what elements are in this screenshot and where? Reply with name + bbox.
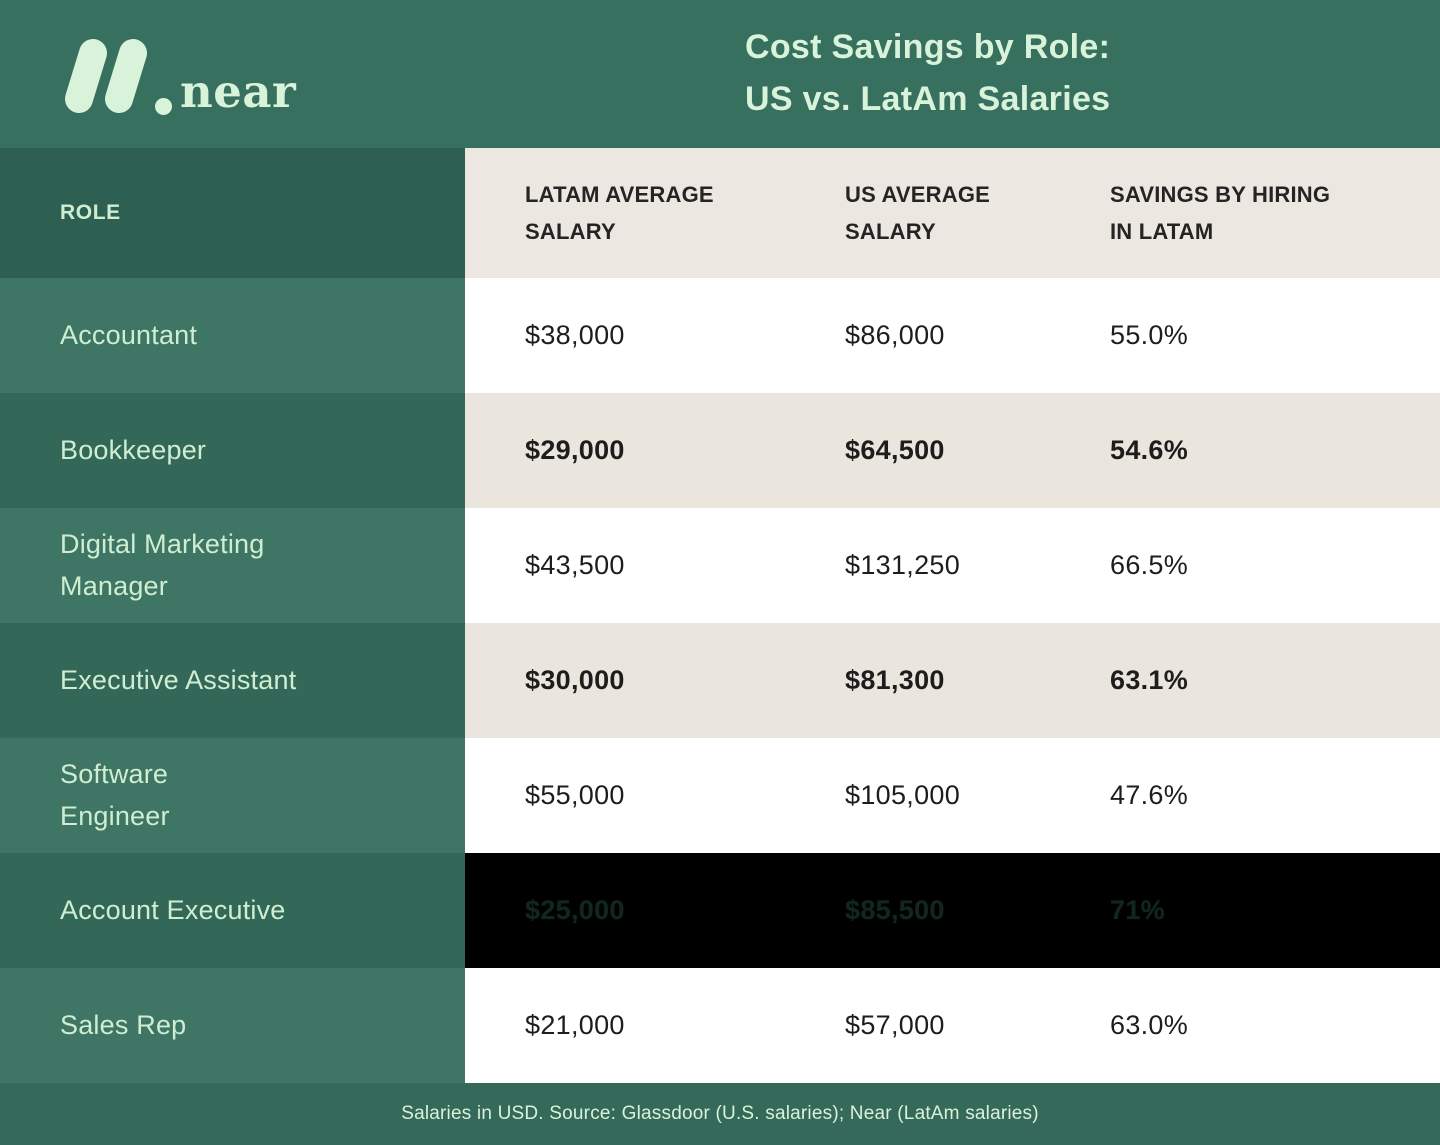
savings-value: 63.1% <box>1110 623 1440 738</box>
header-banner: near Cost Savings by Role: US vs. LatAm … <box>0 0 1440 148</box>
us-salary-value: $81,300 <box>845 623 1110 738</box>
latam-salary-value: $29,000 <box>465 393 845 508</box>
latam-salary-value: $30,000 <box>465 623 845 738</box>
role-label: Executive Assistant <box>0 623 465 738</box>
table-header-row: ROLE LATAM AVERAGE SALARY US AVERAGE SAL… <box>0 148 1440 278</box>
table-row-bookkeeper: Bookkeeper $29,000 $64,500 54.6% <box>0 393 1440 508</box>
latam-salary-value: $38,000 <box>465 278 845 393</box>
near-logo: near <box>61 35 297 118</box>
table-row-accountant: Accountant $38,000 $86,000 55.0% <box>0 278 1440 393</box>
savings-value: 66.5% <box>1110 508 1440 623</box>
near-wordmark: near <box>180 65 297 118</box>
column-header-savings: SAVINGS BY HIRING IN LATAM <box>1110 148 1440 278</box>
us-salary-value: $86,000 <box>845 278 1110 393</box>
table-row-software-engineer: Software Engineer $55,000 $105,000 47.6% <box>0 738 1440 853</box>
us-salary-value-redacted: $85,500 <box>845 853 1110 968</box>
table-row-digital-marketing-manager: Digital Marketing Manager $43,500 $131,2… <box>0 508 1440 623</box>
footer: Salaries in USD. Source: Glassdoor (U.S.… <box>0 1083 1440 1145</box>
role-label: Account Executive <box>0 853 465 968</box>
page-title-line2: US vs. LatAm Salaries <box>745 80 1111 118</box>
us-salary-value: $131,250 <box>845 508 1110 623</box>
role-label: Sales Rep <box>0 968 465 1083</box>
role-label: Accountant <box>0 278 465 393</box>
us-salary-value: $105,000 <box>845 738 1110 853</box>
near-logo-icon <box>61 35 180 118</box>
table-row-account-executive-redacted: Account Executive $25,000 $85,500 71% <box>0 853 1440 968</box>
column-header-role: ROLE <box>0 148 465 278</box>
latam-salary-value: $21,000 <box>465 968 845 1083</box>
source-note: Salaries in USD. Source: Glassdoor (U.S.… <box>401 1103 1039 1124</box>
role-label: Software Engineer <box>0 738 465 853</box>
role-label: Digital Marketing Manager <box>0 508 465 623</box>
us-salary-value: $64,500 <box>845 393 1110 508</box>
savings-value: 55.0% <box>1110 278 1440 393</box>
page-title-line1: Cost Savings by Role: <box>745 28 1111 66</box>
table-row-executive-assistant: Executive Assistant $30,000 $81,300 63.1… <box>0 623 1440 738</box>
savings-value: 63.0% <box>1110 968 1440 1083</box>
us-salary-value: $57,000 <box>845 968 1110 1083</box>
savings-value-redacted: 71% <box>1110 853 1440 968</box>
savings-value: 54.6% <box>1110 393 1440 508</box>
savings-value: 47.6% <box>1110 738 1440 853</box>
column-header-us-salary: US AVERAGE SALARY <box>845 148 1110 278</box>
latam-salary-value-redacted: $25,000 <box>465 853 845 968</box>
table-row-sales-rep: Sales Rep $21,000 $57,000 63.0% <box>0 968 1440 1083</box>
column-header-latam-salary: LATAM AVERAGE SALARY <box>465 148 845 278</box>
latam-salary-value: $55,000 <box>465 738 845 853</box>
latam-salary-value: $43,500 <box>465 508 845 623</box>
page-title: Cost Savings by Role: US vs. LatAm Salar… <box>745 21 1110 125</box>
role-label: Bookkeeper <box>0 393 465 508</box>
